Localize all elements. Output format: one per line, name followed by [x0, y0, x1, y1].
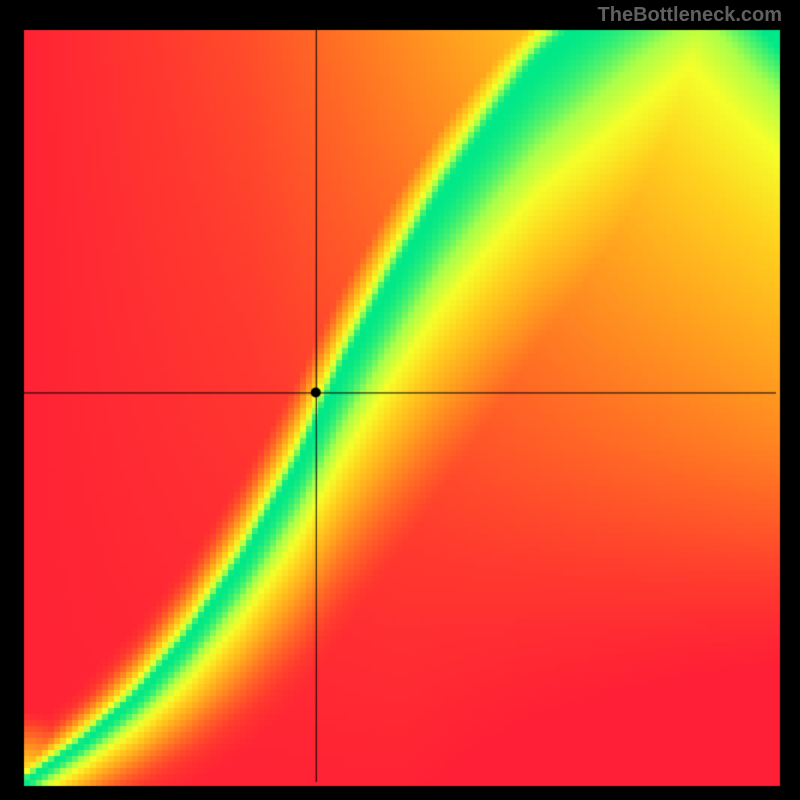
bottleneck-heatmap — [0, 0, 800, 800]
watermark-text: TheBottleneck.com — [598, 4, 782, 27]
chart-container: TheBottleneck.com — [0, 0, 800, 800]
